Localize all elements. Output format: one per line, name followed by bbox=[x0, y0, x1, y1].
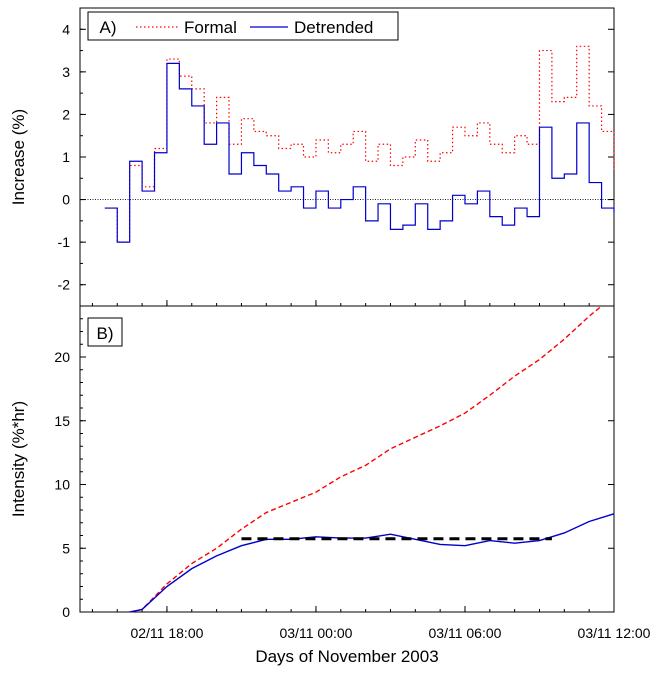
y-tick-label-a: -1 bbox=[58, 234, 71, 250]
intensity-series-1 bbox=[129, 513, 615, 613]
plot-frame-b bbox=[79, 305, 615, 613]
y-tick-label-a: 1 bbox=[62, 149, 70, 165]
legend-box bbox=[87, 11, 399, 41]
series-line-detrended bbox=[104, 62, 615, 243]
legend-label-formal: Formal bbox=[184, 18, 237, 37]
y-tick-label-b: 10 bbox=[54, 477, 70, 493]
panel-label-b: B) bbox=[97, 324, 114, 343]
y-tick-label-a: 4 bbox=[62, 21, 70, 37]
series-line-formal bbox=[104, 45, 615, 243]
y-tick-label-a: 2 bbox=[62, 106, 70, 122]
y-tick-label-a: 3 bbox=[62, 64, 70, 80]
x-tick-label: 02/11 18:00 bbox=[130, 625, 203, 641]
panel-label-a: A) bbox=[100, 18, 117, 37]
y-tick-label-a: -2 bbox=[58, 277, 71, 293]
panel-label-box-b bbox=[87, 317, 123, 347]
y-tick-label-b: 15 bbox=[54, 413, 70, 429]
legend-label-detrended: Detrended bbox=[294, 18, 373, 37]
x-tick-label: 03/11 06:00 bbox=[429, 625, 502, 641]
x-tick-label: 03/11 00:00 bbox=[279, 625, 352, 641]
y-axis-label-b: Intensity (%*hr) bbox=[9, 401, 28, 517]
y-tick-label-b: 0 bbox=[62, 604, 70, 620]
y-axis-label-a: Increase (%) bbox=[9, 109, 28, 205]
panel-b: 0 5 10 15 20 Intensity (%*hr) 02/11 18:00 03/11… bbox=[9, 300, 651, 666]
x-tick-label: 03/11 12:00 bbox=[578, 625, 651, 641]
panel-a: -2 -1 0 1 2 3 4 Increase (%) A) Formal Detrended bbox=[9, 7, 615, 307]
plot-frame-a bbox=[79, 7, 615, 307]
y-tick-label-b: 20 bbox=[54, 349, 70, 365]
intensity-series-0 bbox=[129, 305, 603, 613]
y-tick-label-a: 0 bbox=[62, 192, 70, 208]
y-tick-label-b: 5 bbox=[62, 540, 70, 556]
x-axis-label: Days of November 2003 bbox=[255, 647, 438, 666]
